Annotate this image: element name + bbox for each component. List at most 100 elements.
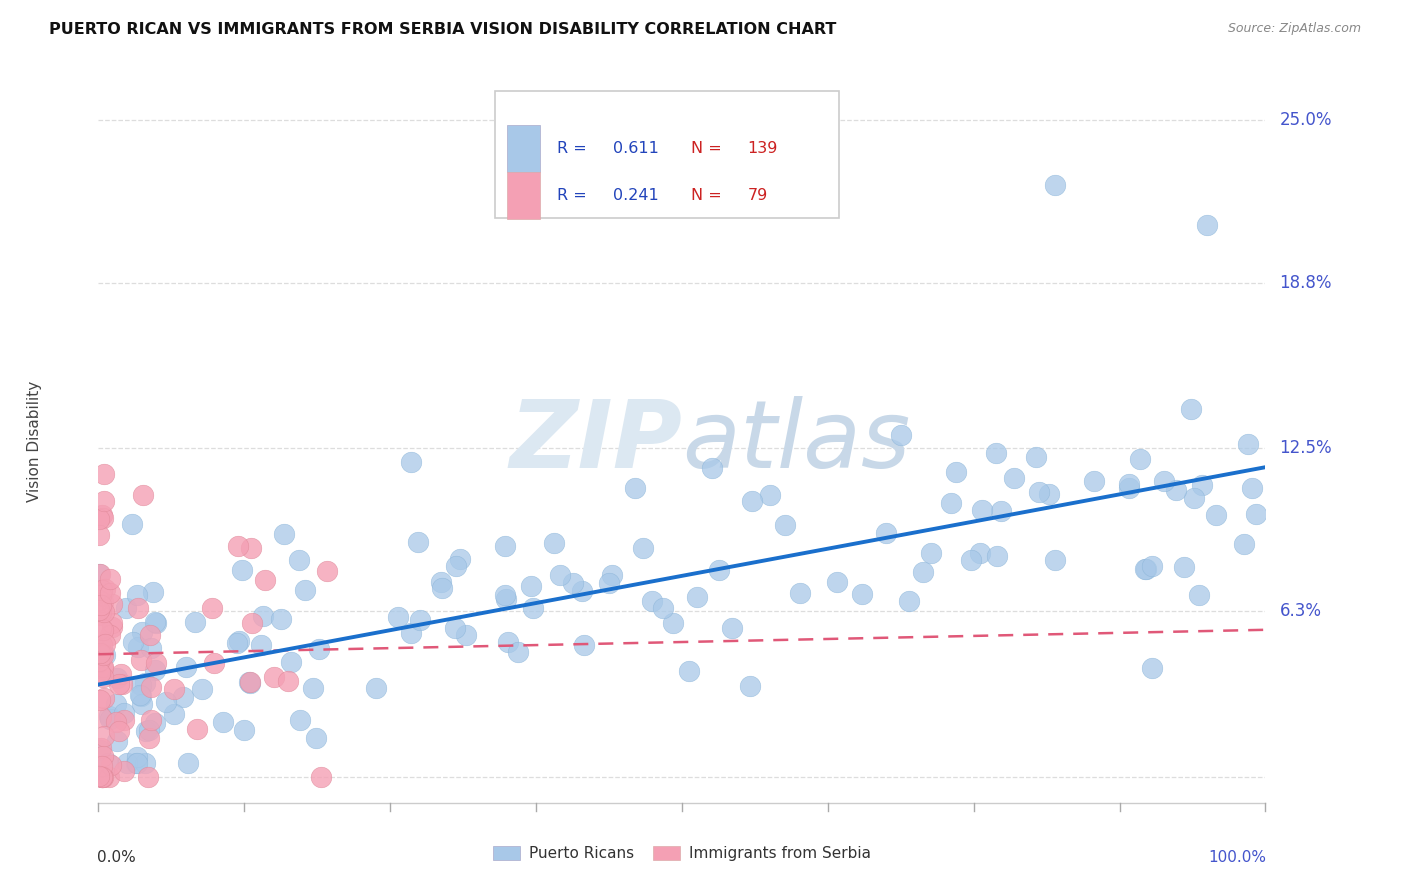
Puerto Ricans: [184, 615, 207, 630]
Immigrants from Serbia: [89, 655, 111, 669]
Puerto Ricans: [387, 609, 409, 624]
Puerto Ricans: [1182, 491, 1205, 506]
Puerto Ricans: [661, 616, 683, 631]
Puerto Ricans: [548, 567, 571, 582]
Puerto Ricans: [624, 481, 647, 495]
Puerto Ricans: [444, 558, 467, 573]
Immigrants from Serbia: [94, 582, 117, 597]
Puerto Ricans: [1083, 474, 1105, 488]
Text: N =: N =: [692, 142, 723, 156]
Text: Vision Disability: Vision Disability: [27, 381, 42, 502]
Puerto Ricans: [631, 541, 654, 556]
Immigrants from Serbia: [101, 615, 124, 630]
Immigrants from Serbia: [112, 714, 135, 728]
Puerto Ricans: [134, 675, 156, 690]
Puerto Ricans: [494, 588, 516, 602]
Immigrants from Serbia: [94, 637, 117, 651]
Puerto Ricans: [430, 574, 453, 589]
Puerto Ricans: [1004, 471, 1026, 485]
Text: 25.0%: 25.0%: [1279, 111, 1331, 128]
Puerto Ricans: [1129, 452, 1152, 467]
Immigrants from Serbia: [90, 647, 112, 661]
Puerto Ricans: [960, 553, 983, 567]
Immigrants from Serbia: [98, 585, 121, 599]
Immigrants from Serbia: [89, 693, 111, 707]
Puerto Ricans: [773, 518, 796, 533]
Puerto Ricans: [1142, 558, 1164, 573]
Puerto Ricans: [107, 671, 129, 685]
Puerto Ricans: [143, 663, 166, 677]
Puerto Ricans: [1118, 477, 1140, 491]
Puerto Ricans: [294, 582, 316, 597]
Puerto Ricans: [939, 496, 962, 510]
Immigrants from Serbia: [91, 770, 114, 784]
Immigrants from Serbia: [90, 709, 112, 723]
Puerto Ricans: [986, 446, 1008, 460]
Puerto Ricans: [759, 488, 782, 502]
Puerto Ricans: [131, 697, 153, 711]
Immigrants from Serbia: [93, 729, 115, 743]
Puerto Ricans: [520, 579, 543, 593]
Puerto Ricans: [1205, 508, 1227, 523]
Immigrants from Serbia: [138, 731, 160, 745]
Immigrants from Serbia: [98, 573, 121, 587]
Puerto Ricans: [678, 664, 700, 678]
Puerto Ricans: [969, 546, 991, 560]
Puerto Ricans: [496, 634, 519, 648]
Immigrants from Serbia: [91, 770, 114, 784]
Immigrants from Serbia: [277, 673, 299, 688]
Puerto Ricans: [1118, 481, 1140, 495]
FancyBboxPatch shape: [508, 172, 540, 219]
Puerto Ricans: [1038, 487, 1060, 501]
Immigrants from Serbia: [98, 770, 121, 784]
Puerto Ricans: [409, 613, 432, 627]
Text: PUERTO RICAN VS IMMIGRANTS FROM SERBIA VISION DISABILITY CORRELATION CHART: PUERTO RICAN VS IMMIGRANTS FROM SERBIA V…: [49, 22, 837, 37]
Puerto Ricans: [141, 641, 163, 656]
Puerto Ricans: [104, 697, 127, 711]
Puerto Ricans: [508, 645, 530, 659]
Immigrants from Serbia: [93, 510, 115, 524]
Immigrants from Serbia: [89, 666, 111, 681]
Immigrants from Serbia: [90, 588, 112, 602]
Immigrants from Serbia: [91, 770, 114, 784]
Puerto Ricans: [134, 756, 156, 771]
Puerto Ricans: [1043, 553, 1066, 567]
Puerto Ricans: [1025, 450, 1047, 465]
Puerto Ricans: [912, 565, 935, 579]
Puerto Ricans: [172, 690, 194, 705]
Puerto Ricans: [572, 638, 595, 652]
Immigrants from Serbia: [239, 541, 262, 555]
Immigrants from Serbia: [93, 595, 115, 609]
Puerto Ricans: [105, 734, 128, 748]
Immigrants from Serbia: [91, 759, 114, 773]
Immigrants from Serbia: [91, 623, 114, 637]
Puerto Ricans: [990, 503, 1012, 517]
Immigrants from Serbia: [90, 508, 112, 522]
Puerto Ricans: [143, 615, 166, 629]
Puerto Ricans: [571, 583, 593, 598]
Immigrants from Serbia: [87, 769, 110, 783]
Puerto Ricans: [122, 635, 145, 649]
Puerto Ricans: [600, 567, 623, 582]
Immigrants from Serbia: [139, 680, 162, 694]
Puerto Ricans: [98, 709, 121, 723]
Puerto Ricans: [89, 743, 111, 757]
Puerto Ricans: [143, 716, 166, 731]
Puerto Ricans: [87, 566, 110, 581]
Immigrants from Serbia: [90, 605, 112, 619]
Immigrants from Serbia: [263, 671, 285, 685]
Puerto Ricans: [89, 639, 111, 653]
Immigrants from Serbia: [101, 598, 124, 612]
Text: ZIP: ZIP: [509, 395, 682, 488]
Immigrants from Serbia: [91, 638, 114, 652]
Immigrants from Serbia: [89, 527, 111, 541]
Puerto Ricans: [1195, 218, 1218, 232]
Puerto Ricans: [897, 594, 920, 608]
FancyBboxPatch shape: [508, 126, 540, 172]
Puerto Ricans: [789, 586, 811, 600]
Immigrants from Serbia: [90, 741, 112, 756]
Immigrants from Serbia: [111, 677, 134, 691]
Puerto Ricans: [174, 659, 197, 673]
Puerto Ricans: [125, 750, 148, 764]
Puerto Ricans: [131, 625, 153, 640]
